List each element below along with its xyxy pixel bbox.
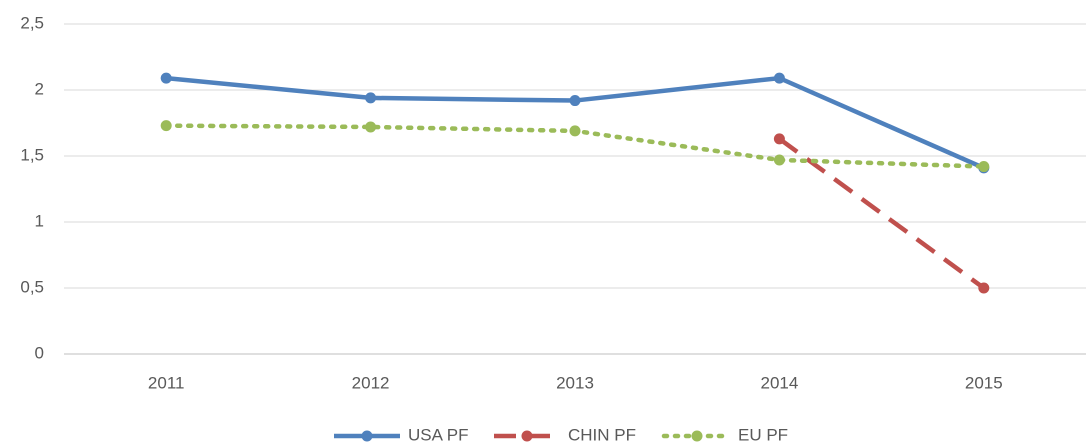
legend-label: USA PF	[408, 425, 468, 444]
x-tick-label: 2012	[352, 373, 390, 392]
y-tick-label: 2	[35, 79, 44, 98]
y-tick-label: 2,5	[20, 13, 44, 32]
data-point	[569, 95, 581, 107]
legend-marker	[361, 430, 373, 442]
legend-label: CHIN PF	[568, 425, 636, 444]
data-point	[365, 92, 377, 104]
x-tick-label: 2015	[965, 373, 1003, 392]
legend-marker	[691, 430, 703, 442]
y-tick-label: 0	[35, 343, 44, 362]
legend-label: EU PF	[738, 425, 788, 444]
y-tick-label: 1,5	[20, 145, 44, 164]
y-tick-label: 0,5	[20, 277, 44, 296]
x-tick-label: 2014	[760, 373, 798, 392]
series-line	[165, 75, 985, 170]
series-line	[778, 137, 986, 290]
legend-marker	[521, 430, 533, 442]
data-point	[160, 120, 172, 132]
data-point	[978, 161, 990, 173]
x-tick-label: 2013	[556, 373, 594, 392]
data-point	[773, 154, 785, 166]
data-point	[773, 133, 785, 145]
data-point	[978, 282, 990, 294]
y-tick-label: 1	[35, 211, 44, 230]
data-point	[160, 72, 172, 84]
data-point	[365, 121, 377, 133]
data-point	[569, 125, 581, 137]
x-tick-label: 2011	[148, 373, 185, 392]
data-point	[773, 72, 785, 84]
